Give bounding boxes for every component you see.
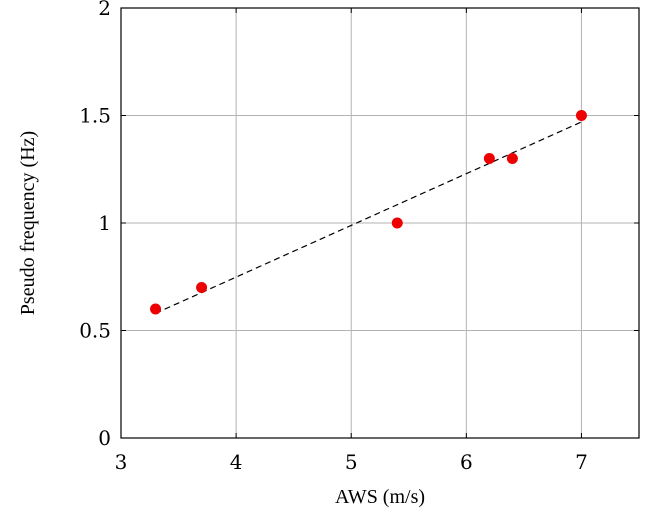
data-point <box>506 153 518 164</box>
x-tick-label: 6 <box>460 450 473 474</box>
data-point <box>483 153 495 164</box>
grid-lines <box>120 7 639 439</box>
data-point <box>150 303 162 315</box>
x-tick-label: 7 <box>575 450 588 474</box>
data-point <box>391 217 403 229</box>
y-tick-label: 0.5 <box>79 319 111 343</box>
trend-line <box>155 121 582 314</box>
y-axis-label: Pseudo frequency (Hz) <box>17 131 39 315</box>
x-tick-label: 5 <box>345 450 358 474</box>
data-point <box>196 282 208 293</box>
data-point <box>575 110 587 121</box>
data-points <box>150 110 587 315</box>
axis-ticks <box>120 7 639 439</box>
trend-line-layer <box>155 121 582 314</box>
y-tick-label: 2 <box>98 0 111 20</box>
x-tick-label: 4 <box>230 450 243 474</box>
y-tick-label: 1 <box>98 211 111 235</box>
x-tick-labels: 3 4 5 6 7 <box>115 450 588 474</box>
y-tick-labels: 0 0.5 1 1.5 2 <box>79 0 111 450</box>
y-tick-label: 1.5 <box>79 104 111 128</box>
x-axis-label: AWS (m/s) <box>335 486 425 508</box>
y-tick-label: 0 <box>98 426 111 450</box>
x-tick-label: 3 <box>115 450 128 474</box>
